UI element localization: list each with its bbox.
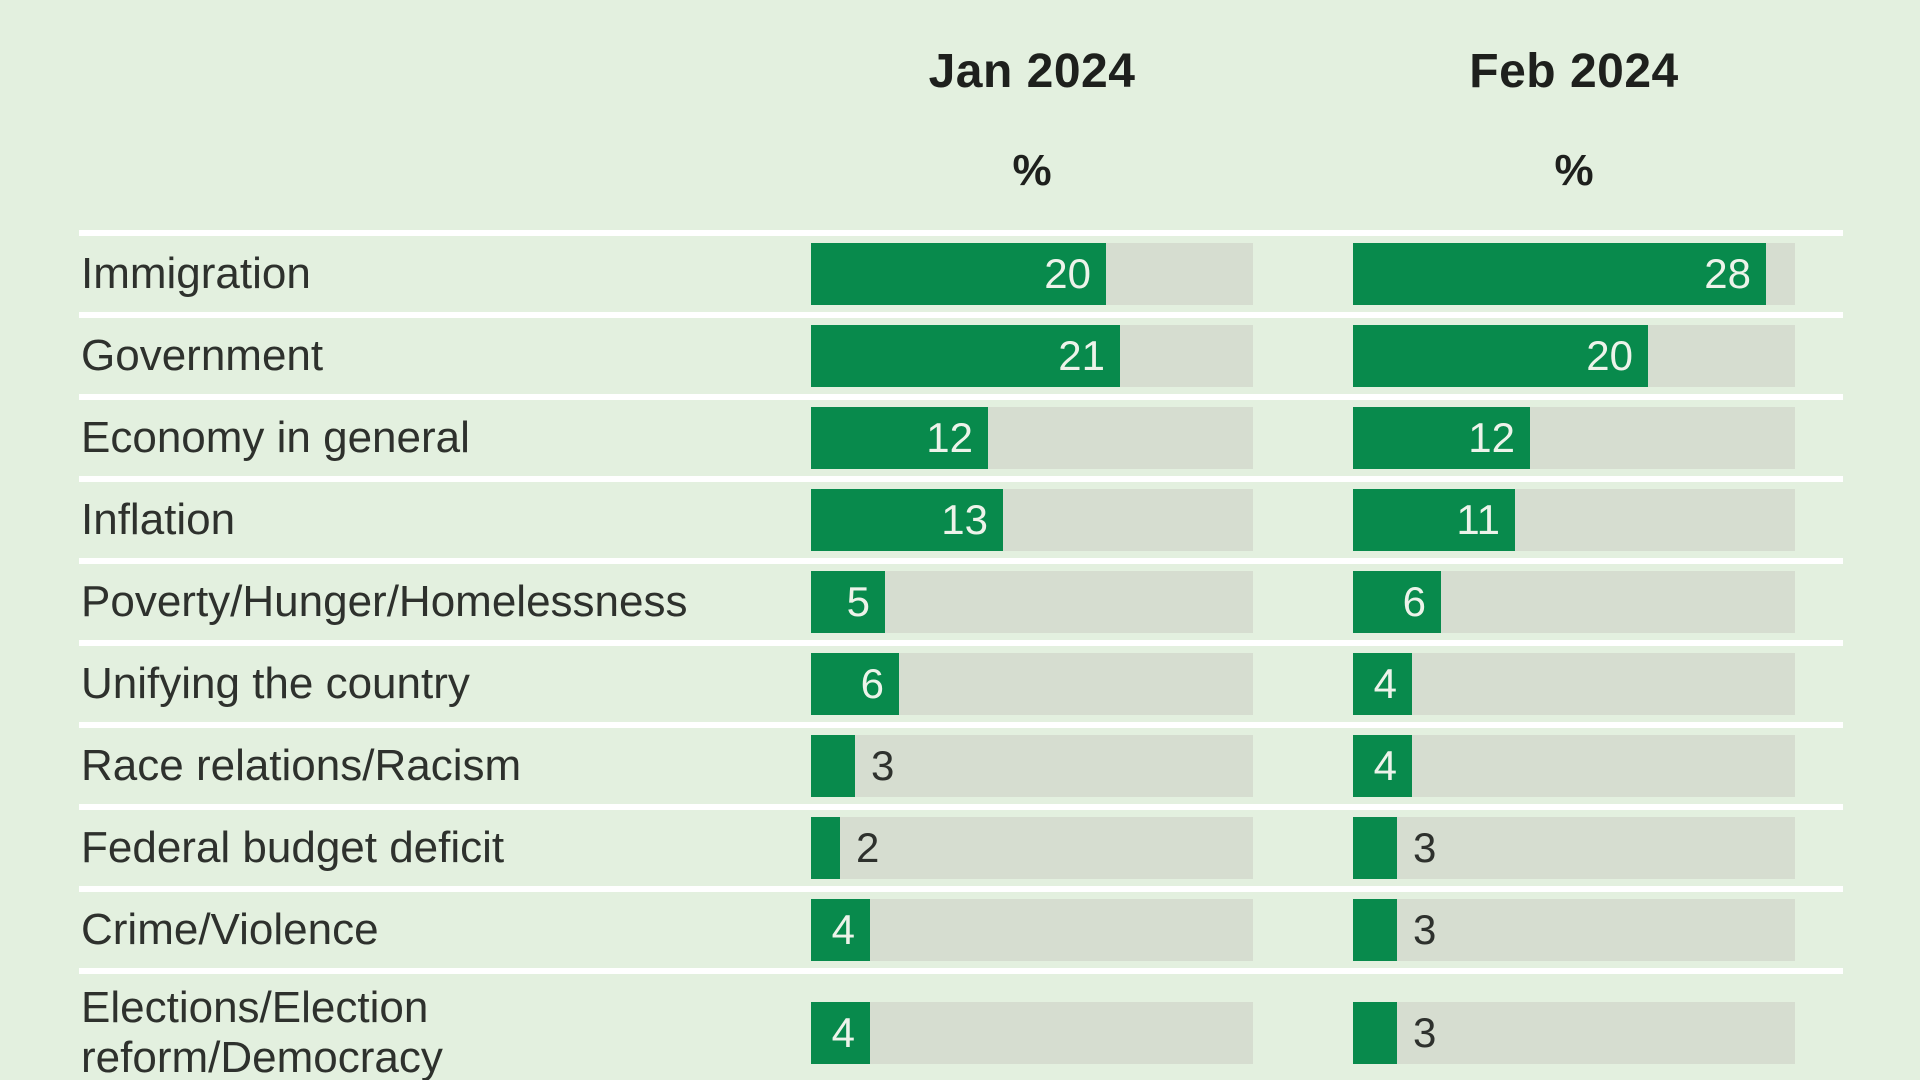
feb-2024-bar-fill: 6 [1353, 571, 1441, 633]
feb-2024-bar-fill: 4 [1353, 735, 1412, 797]
jan-2024-bar-value: 12 [926, 414, 973, 461]
feb-2024-bar-track: 28 [1353, 243, 1795, 305]
feb-2024-bar-track: 6 [1353, 571, 1795, 633]
jan-2024-bar-value: 5 [846, 578, 870, 625]
feb-2024-bar-fill: 12 [1353, 407, 1530, 469]
feb-2024-bar-fill [1353, 899, 1397, 961]
feb-2024-bar-track: 4 [1353, 735, 1795, 797]
jan-2024-bar-value: 13 [941, 496, 988, 543]
feb-2024-bar-fill [1353, 1002, 1397, 1064]
jan-2024-bar-value: 4 [831, 1009, 855, 1056]
jan-2024-bar-fill: 4 [811, 899, 870, 961]
topic-row: Inflation 13 11 [0, 476, 1920, 558]
feb-2024-bar-fill: 11 [1353, 489, 1515, 551]
jan-column-header: Jan 2024 [928, 45, 1136, 98]
category-label: Elections/Election reform/Democracy [81, 983, 443, 1080]
feb-2024-bar-track: 4 [1353, 653, 1795, 715]
jan-2024-bar-fill: 6 [811, 653, 899, 715]
jan-2024-bar-track: 2 [811, 817, 1253, 879]
topic-row: Crime/Violence 4 3 [0, 886, 1920, 968]
feb-2024-bar-value: 11 [1456, 496, 1500, 543]
jan-2024-bar-value: 3 [871, 742, 895, 789]
jan-2024-bar-value: 20 [1044, 250, 1091, 297]
jan-2024-bar-value: 21 [1058, 332, 1105, 379]
topic-row: Race relations/Racism 3 4 [0, 722, 1920, 804]
jan-unit-label: % [1012, 146, 1052, 195]
category-label: Race relations/Racism [81, 741, 522, 790]
feb-2024-bar-fill: 20 [1353, 325, 1648, 387]
category-label: Poverty/Hunger/Homelessness [81, 577, 688, 626]
topic-row: Poverty/Hunger/Homelessness 5 6 [0, 558, 1920, 640]
feb-2024-bar-value: 4 [1373, 660, 1397, 707]
jan-2024-bar-fill: 13 [811, 489, 1003, 551]
feb-2024-bar-value: 6 [1402, 578, 1426, 625]
jan-2024-bar-value: 4 [831, 906, 855, 953]
jan-2024-bar-track: 12 [811, 407, 1253, 469]
topic-row: Federal budget deficit 2 3 [0, 804, 1920, 886]
topic-row: Unifying the country 6 4 [0, 640, 1920, 722]
feb-unit-label: % [1554, 146, 1594, 195]
topic-row: Elections/Election reform/Democracy 4 3 [0, 968, 1920, 1080]
feb-2024-bar-track: 3 [1353, 817, 1795, 879]
category-label: Government [81, 331, 324, 380]
row-separator [79, 476, 1843, 482]
jan-2024-bar-fill: 12 [811, 407, 988, 469]
jan-2024-bar-value: 2 [856, 824, 880, 871]
row-separator [79, 394, 1843, 400]
feb-2024-bar-value: 28 [1704, 250, 1751, 297]
feb-2024-bar-track: 20 [1353, 325, 1795, 387]
jan-2024-bar-value: 6 [860, 660, 884, 707]
jan-2024-bar-fill [811, 817, 840, 879]
row-separator [79, 640, 1843, 646]
category-label: Federal budget deficit [81, 823, 505, 872]
feb-2024-bar-track: 12 [1353, 407, 1795, 469]
feb-2024-bar-fill: 28 [1353, 243, 1766, 305]
topic-row: Government 21 20 [0, 312, 1920, 394]
row-separator [79, 722, 1843, 728]
feb-2024-bar-value: 3 [1413, 824, 1437, 871]
category-label: Economy in general [81, 413, 470, 462]
feb-column-header: Feb 2024 [1469, 45, 1679, 98]
row-separator [79, 804, 1843, 810]
feb-2024-bar-track: 3 [1353, 1002, 1795, 1064]
row-separator [79, 968, 1843, 974]
topic-row: Immigration 20 28 [0, 230, 1920, 312]
jan-2024-bar-fill: 21 [811, 325, 1120, 387]
feb-2024-bar-value: 3 [1413, 906, 1437, 953]
jan-2024-bar-fill: 5 [811, 571, 885, 633]
jan-2024-bar-track: 3 [811, 735, 1253, 797]
category-label: Inflation [81, 495, 236, 544]
category-label: Crime/Violence [81, 905, 379, 954]
row-separator [79, 230, 1843, 236]
feb-2024-bar-fill [1353, 817, 1397, 879]
jan-2024-bar-fill: 20 [811, 243, 1106, 305]
jan-2024-bar-fill: 4 [811, 1002, 870, 1064]
feb-2024-bar-track: 11 [1353, 489, 1795, 551]
category-label: Immigration [81, 249, 311, 298]
topic-row: Economy in general 12 12 [0, 394, 1920, 476]
jan-2024-bar-track: 13 [811, 489, 1253, 551]
row-separator [79, 312, 1843, 318]
row-separator [79, 886, 1843, 892]
jan-2024-bar-track: 20 [811, 243, 1253, 305]
feb-2024-bar-track: 3 [1353, 899, 1795, 961]
feb-2024-bar-value: 12 [1468, 414, 1515, 461]
row-separator [79, 558, 1843, 564]
feb-2024-bar-fill: 4 [1353, 653, 1412, 715]
jan-2024-bar-track: 4 [811, 1002, 1253, 1064]
jan-2024-bar-track: 21 [811, 325, 1253, 387]
feb-2024-bar-value: 3 [1413, 1009, 1437, 1056]
jan-2024-bar-track: 6 [811, 653, 1253, 715]
jan-2024-bar-track: 5 [811, 571, 1253, 633]
jan-2024-bar-track: 4 [811, 899, 1253, 961]
category-label: Unifying the country [81, 659, 470, 708]
feb-2024-bar-value: 20 [1586, 332, 1633, 379]
feb-2024-bar-value: 4 [1373, 742, 1397, 789]
jan-2024-bar-fill [811, 735, 855, 797]
